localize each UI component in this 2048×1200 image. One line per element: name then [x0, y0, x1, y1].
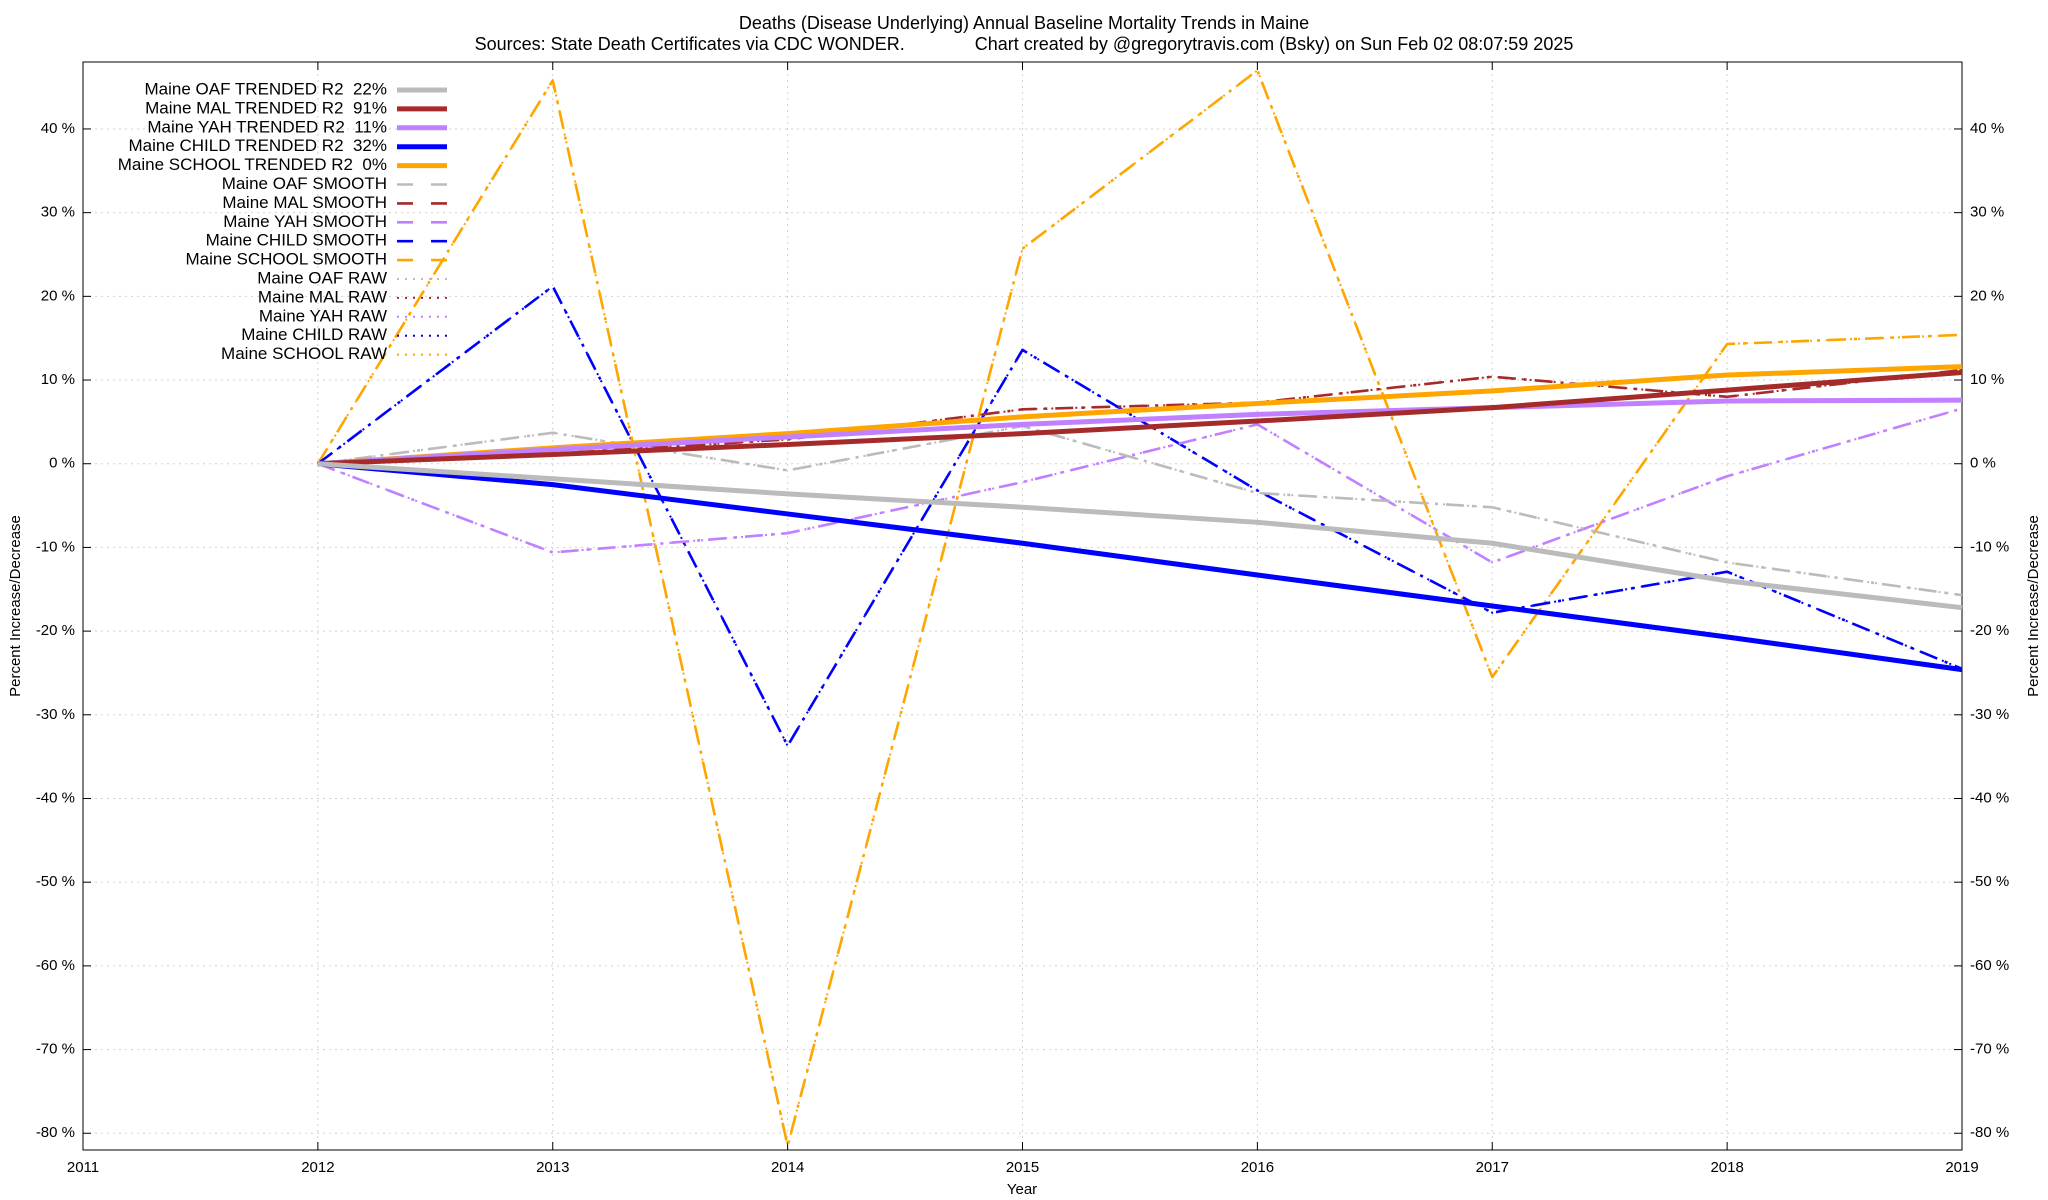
y-tick-label: -10 % [36, 538, 75, 555]
legend-label: Maine MAL RAW [258, 287, 387, 306]
legend-label: Maine SCHOOL SMOOTH [185, 250, 387, 269]
series-line [317, 407, 1963, 564]
y-tick-label: 0 % [49, 455, 75, 472]
y-tick-label: 10 % [41, 371, 75, 388]
legend-label: Maine OAF SMOOTH [222, 174, 387, 193]
series-line [317, 397, 1963, 467]
legend-label: Maine SCHOOL TRENDED R2 0% [118, 155, 387, 174]
chart-subtitle: Sources: State Death Certificates via CD… [475, 34, 1574, 54]
y-tick-label: -20 % [36, 622, 75, 639]
series-line [317, 370, 1963, 467]
x-axis-label: Year [1007, 1181, 1037, 1198]
y2-tick-label: 20 % [1970, 287, 2004, 304]
series-line [317, 424, 1963, 597]
y-tick-label: 20 % [41, 287, 75, 304]
legend-label: Maine OAF RAW [257, 268, 387, 287]
x-tick-label: 2017 [1476, 1159, 1509, 1176]
y-tick-label: -50 % [36, 873, 75, 890]
y-tick-label: -60 % [36, 957, 75, 974]
y2-tick-label: -10 % [1970, 538, 2009, 555]
series-line [317, 461, 1963, 673]
series-line [317, 461, 1963, 611]
x-tick-label: 2014 [771, 1159, 804, 1176]
y2-tick-label: -40 % [1970, 789, 2009, 806]
y-tick-label: -80 % [36, 1124, 75, 1141]
y2-tick-label: 10 % [1970, 371, 2004, 388]
y2-tick-label: 30 % [1970, 204, 2004, 221]
legend-label: Maine OAF TRENDED R2 22% [145, 79, 387, 98]
y-tick-label: -70 % [36, 1041, 75, 1058]
y-tick-label: 30 % [41, 204, 75, 221]
y2-axis-label: Percent Increase/Decrease [2025, 515, 2042, 697]
legend-label: Maine CHILD SMOOTH [206, 231, 387, 250]
y2-tick-label: -50 % [1970, 873, 2009, 890]
legend-label: Maine MAL TRENDED R2 91% [145, 98, 387, 117]
x-tick-label: 2015 [1006, 1159, 1039, 1176]
x-tick-label: 2019 [1945, 1159, 1978, 1176]
series-line [316, 69, 1963, 1148]
x-tick-label: 2012 [301, 1159, 334, 1176]
legend-label: Maine YAH TRENDED R2 11% [147, 117, 387, 136]
y2-tick-label: 40 % [1970, 120, 2004, 137]
x-tick-label: 2011 [67, 1159, 99, 1176]
y-axis-label: Percent Increase/Decrease [7, 515, 24, 697]
x-tick-label: 2013 [536, 1159, 569, 1176]
legend-label: Maine MAL SMOOTH [222, 193, 387, 212]
legend-label: Maine YAH RAW [259, 306, 387, 325]
x-tick-label: 2018 [1710, 1159, 1743, 1176]
y2-tick-label: -80 % [1970, 1124, 2009, 1141]
x-tick-label: 2016 [1241, 1159, 1274, 1176]
y-tick-label: -30 % [36, 706, 75, 723]
legend-label: Maine SCHOOL RAW [221, 344, 387, 363]
chart-title: Deaths (Disease Underlying) Annual Basel… [739, 13, 1309, 33]
y-tick-label: 40 % [41, 120, 75, 137]
legend-label: Maine CHILD TRENDED R2 32% [128, 136, 387, 155]
y2-tick-label: -30 % [1970, 706, 2009, 723]
y2-tick-label: 0 % [1970, 455, 1996, 472]
y2-tick-label: -60 % [1970, 957, 2009, 974]
legend-label: Maine CHILD RAW [241, 325, 387, 344]
y2-tick-label: -70 % [1970, 1041, 2009, 1058]
y2-tick-label: -20 % [1970, 622, 2009, 639]
y-tick-label: -40 % [36, 789, 75, 806]
legend-label: Maine YAH SMOOTH [223, 212, 387, 231]
